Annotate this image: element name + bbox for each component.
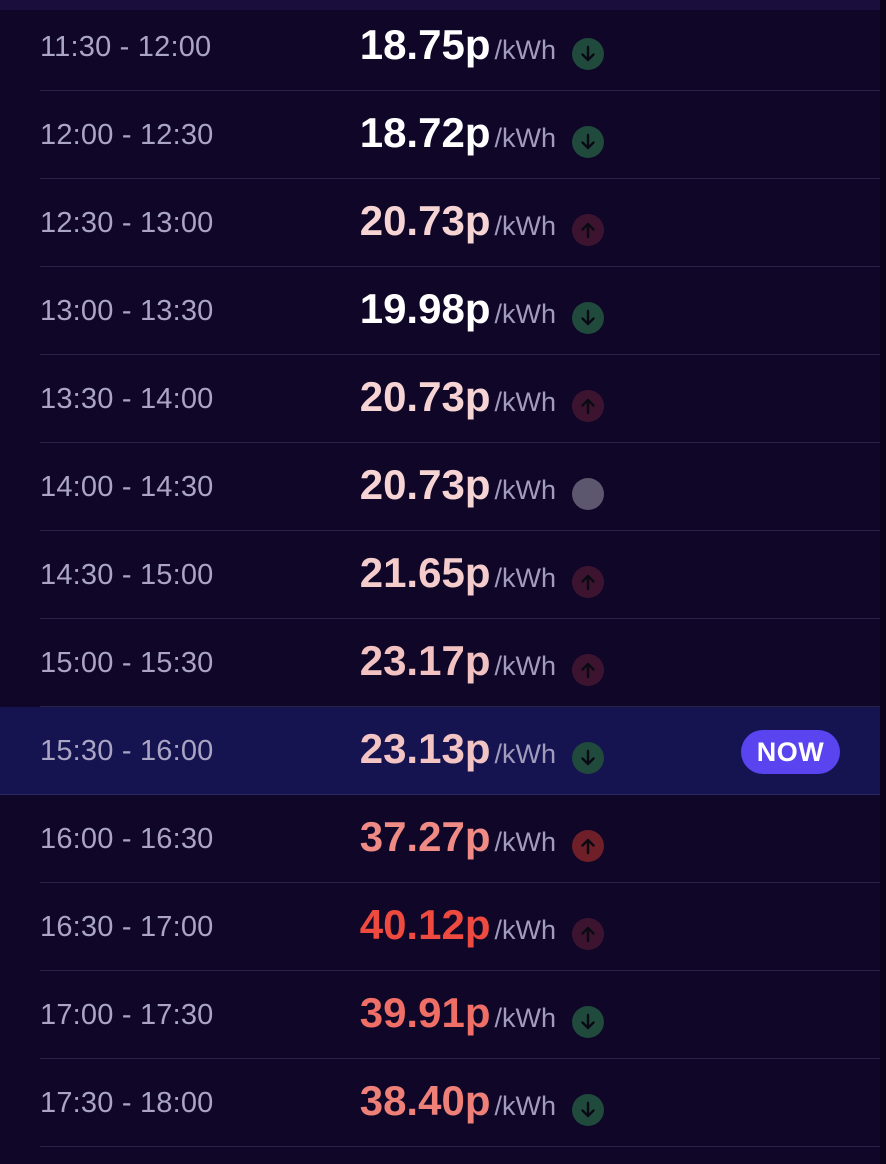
- time-slot: 12:30 - 13:00: [40, 207, 214, 239]
- price-value: 20.73p: [359, 461, 491, 508]
- time-slot: 17:30 - 18:00: [40, 1087, 214, 1119]
- price-value: 18.72p: [359, 109, 491, 156]
- rate-row[interactable]: 16:30 - 17:00 40.12p/kWh: [40, 883, 880, 971]
- price-value: 37.27p: [359, 813, 491, 860]
- arrow-down-icon: [572, 126, 604, 158]
- arrow-down-icon: [572, 302, 604, 334]
- price-unit: /kWh: [494, 651, 556, 681]
- price-value: 40.12p: [359, 901, 491, 948]
- arrow-up-icon: [572, 918, 604, 950]
- time-slot: 16:30 - 17:00: [40, 911, 214, 943]
- rate-row[interactable]: 14:00 - 14:30 20.73p/kWh: [40, 443, 880, 531]
- time-slot: 15:00 - 15:30: [40, 647, 214, 679]
- arrow-up-icon: [572, 390, 604, 422]
- rate-list: 11:30 - 12:00 18.75p/kWh 12:00 - 12:30 18.7…: [0, 3, 880, 1147]
- rate-row[interactable]: 13:00 - 13:30 19.98p/kWh: [40, 267, 880, 355]
- price-unit: /kWh: [494, 123, 556, 153]
- arrow-up-icon: [572, 654, 604, 686]
- time-slot: 13:30 - 14:00: [40, 383, 214, 415]
- rate-row[interactable]: 15:00 - 15:30 23.17p/kWh: [40, 619, 880, 707]
- time-slot: 13:00 - 13:30: [40, 295, 214, 327]
- price-value: 39.91p: [359, 989, 491, 1036]
- time-slot: 16:00 - 16:30: [40, 823, 214, 855]
- price-group: 18.72p/kWh: [40, 109, 556, 157]
- price-group: 18.75p/kWh: [40, 21, 556, 69]
- time-slot: 17:00 - 17:30: [40, 999, 214, 1031]
- time-slot: 12:00 - 12:30: [40, 119, 214, 151]
- arrow-down-icon: [572, 742, 604, 774]
- price-value: 38.40p: [359, 1077, 491, 1124]
- price-unit: /kWh: [494, 1003, 556, 1033]
- price-unit: /kWh: [494, 299, 556, 329]
- arrow-up-icon: [572, 214, 604, 246]
- price-value: 23.13p: [359, 725, 491, 772]
- arrow-down-icon: [572, 1094, 604, 1126]
- rate-row-current[interactable]: 15:30 - 16:00 23.13p/kWh NOW: [0, 707, 880, 795]
- arrow-down-icon: [572, 1006, 604, 1038]
- rate-row[interactable]: 12:00 - 12:30 18.72p/kWh: [40, 91, 880, 179]
- arrow-up-icon: [572, 566, 604, 598]
- price-unit: /kWh: [494, 827, 556, 857]
- rate-row[interactable]: 16:00 - 16:30 37.27p/kWh: [40, 795, 880, 883]
- price-group: 23.13p/kWh: [40, 725, 556, 773]
- price-group: 20.73p/kWh: [40, 197, 556, 245]
- rate-row[interactable]: 11:30 - 12:00 18.75p/kWh: [40, 3, 880, 91]
- rate-row[interactable]: 13:30 - 14:00 20.73p/kWh: [40, 355, 880, 443]
- now-badge: NOW: [741, 730, 840, 774]
- price-unit: /kWh: [494, 563, 556, 593]
- price-unit: /kWh: [494, 475, 556, 505]
- price-group: 23.17p/kWh: [40, 637, 556, 685]
- price-group: 20.73p/kWh: [40, 461, 556, 509]
- rate-row[interactable]: 14:30 - 15:00 21.65p/kWh: [40, 531, 880, 619]
- time-slot: 15:30 - 16:00: [40, 735, 214, 767]
- rate-row[interactable]: 12:30 - 13:00 20.73p/kWh: [40, 179, 880, 267]
- time-slot: 14:00 - 14:30: [40, 471, 214, 503]
- arrow-up-icon: [572, 830, 604, 862]
- price-unit: /kWh: [494, 387, 556, 417]
- price-value: 18.75p: [359, 21, 491, 68]
- price-group: 37.27p/kWh: [40, 813, 556, 861]
- price-unit: /kWh: [494, 739, 556, 769]
- rate-row[interactable]: 17:00 - 17:30 39.91p/kWh: [40, 971, 880, 1059]
- price-value: 20.73p: [359, 373, 491, 420]
- price-group: 19.98p/kWh: [40, 285, 556, 333]
- scrollbar-track[interactable]: [880, 0, 886, 1164]
- price-group: 39.91p/kWh: [40, 989, 556, 1037]
- price-unit: /kWh: [494, 35, 556, 65]
- time-slot: 14:30 - 15:00: [40, 559, 214, 591]
- price-unit: /kWh: [494, 211, 556, 241]
- price-unit: /kWh: [494, 1091, 556, 1121]
- price-unit: /kWh: [494, 915, 556, 945]
- price-group: 38.40p/kWh: [40, 1077, 556, 1125]
- price-value: 21.65p: [359, 549, 491, 596]
- rate-row[interactable]: 17:30 - 18:00 38.40p/kWh: [40, 1059, 880, 1147]
- price-value: 19.98p: [359, 285, 491, 332]
- price-group: 21.65p/kWh: [40, 549, 556, 597]
- price-value: 23.17p: [359, 637, 491, 684]
- price-value: 20.73p: [359, 197, 491, 244]
- neutral-dot-icon: [572, 478, 604, 510]
- time-slot: 11:30 - 12:00: [40, 31, 212, 63]
- price-group: 40.12p/kWh: [40, 901, 556, 949]
- price-group: 20.73p/kWh: [40, 373, 556, 421]
- arrow-down-icon: [572, 38, 604, 70]
- header-edge: [0, 0, 880, 10]
